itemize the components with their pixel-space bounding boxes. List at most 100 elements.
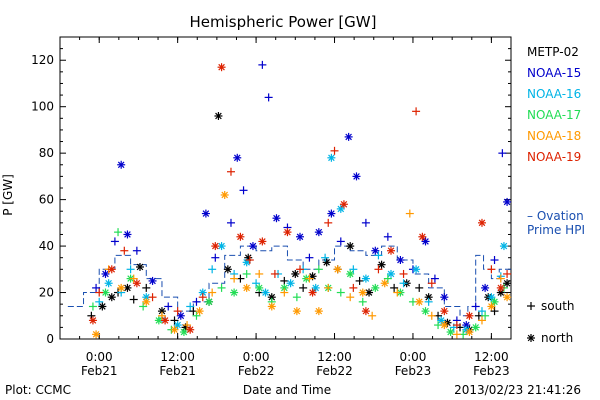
north-point — [173, 321, 182, 330]
north-point — [123, 230, 132, 239]
north-point-stroke — [387, 247, 395, 255]
north-point-stroke — [149, 277, 156, 285]
y-tick-label: 20 — [39, 286, 54, 300]
south-point — [95, 297, 104, 306]
north-point — [361, 274, 370, 283]
north-point — [117, 283, 126, 292]
north-point-stroke — [202, 210, 210, 217]
south-point — [226, 167, 235, 176]
south-point — [258, 60, 267, 69]
north-point-stroke — [359, 289, 367, 296]
north-point-stroke — [218, 63, 225, 71]
x-tick-date: Feb23 — [395, 364, 432, 378]
north-point-stroke — [323, 259, 330, 266]
south-point — [490, 307, 499, 316]
north-point — [396, 256, 405, 265]
north-point-stroke — [262, 289, 269, 296]
north-point — [123, 283, 132, 292]
south-point — [198, 293, 207, 302]
x-tick-time: 12:00 — [160, 350, 195, 364]
north-point-stroke — [422, 307, 429, 315]
south-point — [424, 297, 433, 306]
south-point — [270, 269, 279, 278]
north-point-stroke — [292, 270, 299, 278]
north-point — [361, 307, 370, 316]
north-point-stroke — [346, 270, 354, 278]
legend-label-south: south — [541, 299, 575, 313]
north-point-stroke — [89, 317, 97, 324]
south-point — [170, 316, 179, 325]
north-point-stroke — [105, 279, 112, 287]
south-point — [490, 256, 499, 265]
north-point-stroke — [488, 293, 495, 301]
north-point — [339, 200, 348, 209]
north-point-stroke — [233, 154, 241, 162]
y-tick-label: 80 — [39, 146, 54, 160]
north-point — [186, 325, 195, 334]
north-point-stroke — [255, 284, 263, 292]
north-point-stroke — [447, 328, 454, 336]
south-point — [383, 274, 392, 283]
south-point — [430, 274, 439, 283]
south-point — [252, 279, 261, 288]
north-point — [255, 283, 264, 292]
north-point-stroke — [503, 293, 511, 301]
north-point-stroke — [334, 266, 341, 273]
north-point-stroke — [273, 214, 280, 222]
y-tick-label: 120 — [31, 53, 54, 67]
footer-credit: Plot: CCMC — [5, 383, 71, 397]
south-point — [164, 302, 173, 311]
north-point-stroke — [108, 293, 116, 301]
north-point-stroke — [372, 284, 379, 292]
north-point-stroke — [124, 284, 131, 292]
south-point — [349, 265, 358, 274]
legend-ovation-line2: Prime HPI — [527, 223, 585, 237]
south-point — [399, 279, 408, 288]
plot-frame — [59, 36, 512, 340]
north-point-stroke — [437, 317, 445, 324]
north-point-stroke — [372, 247, 379, 255]
north-point-stroke — [466, 312, 473, 320]
south-point — [305, 274, 314, 283]
north-point — [415, 297, 424, 306]
north-point-stroke — [441, 307, 448, 315]
north-point — [157, 307, 166, 316]
south-point — [217, 283, 226, 292]
north-point — [286, 279, 295, 288]
north-point — [142, 297, 151, 306]
north-point-stroke — [268, 293, 276, 301]
north-point — [377, 260, 386, 269]
south-point — [142, 283, 151, 292]
legend-marker-south — [527, 302, 535, 310]
south-point — [239, 186, 248, 195]
series-noaa-17 — [88, 228, 508, 339]
south-point — [208, 265, 217, 274]
north-point-stroke — [117, 161, 125, 169]
north-point — [446, 328, 455, 337]
south-point — [139, 302, 148, 311]
south-point — [355, 276, 364, 285]
south-point — [368, 311, 377, 320]
south-point — [321, 253, 330, 262]
x-tick-time: 12:00 — [317, 350, 352, 364]
north-point-stroke — [378, 261, 385, 268]
south-point — [305, 253, 314, 262]
x-tick-date: Feb23 — [473, 364, 510, 378]
legend-entry-noaa-17: NOAA-17 — [527, 108, 581, 122]
north-point — [107, 265, 116, 274]
north-point — [179, 328, 188, 337]
south-point — [393, 288, 402, 297]
south-point — [211, 253, 220, 262]
north-point-stroke — [161, 317, 169, 324]
north-point-stroke — [500, 242, 508, 250]
north-point — [503, 197, 512, 206]
north-point — [471, 323, 480, 332]
south-point — [148, 293, 157, 302]
y-tick-label: 100 — [31, 100, 54, 114]
north-point — [201, 209, 210, 218]
north-point-stroke — [397, 256, 404, 264]
south-point — [374, 251, 383, 260]
north-point — [344, 132, 353, 141]
south-point — [314, 265, 323, 274]
